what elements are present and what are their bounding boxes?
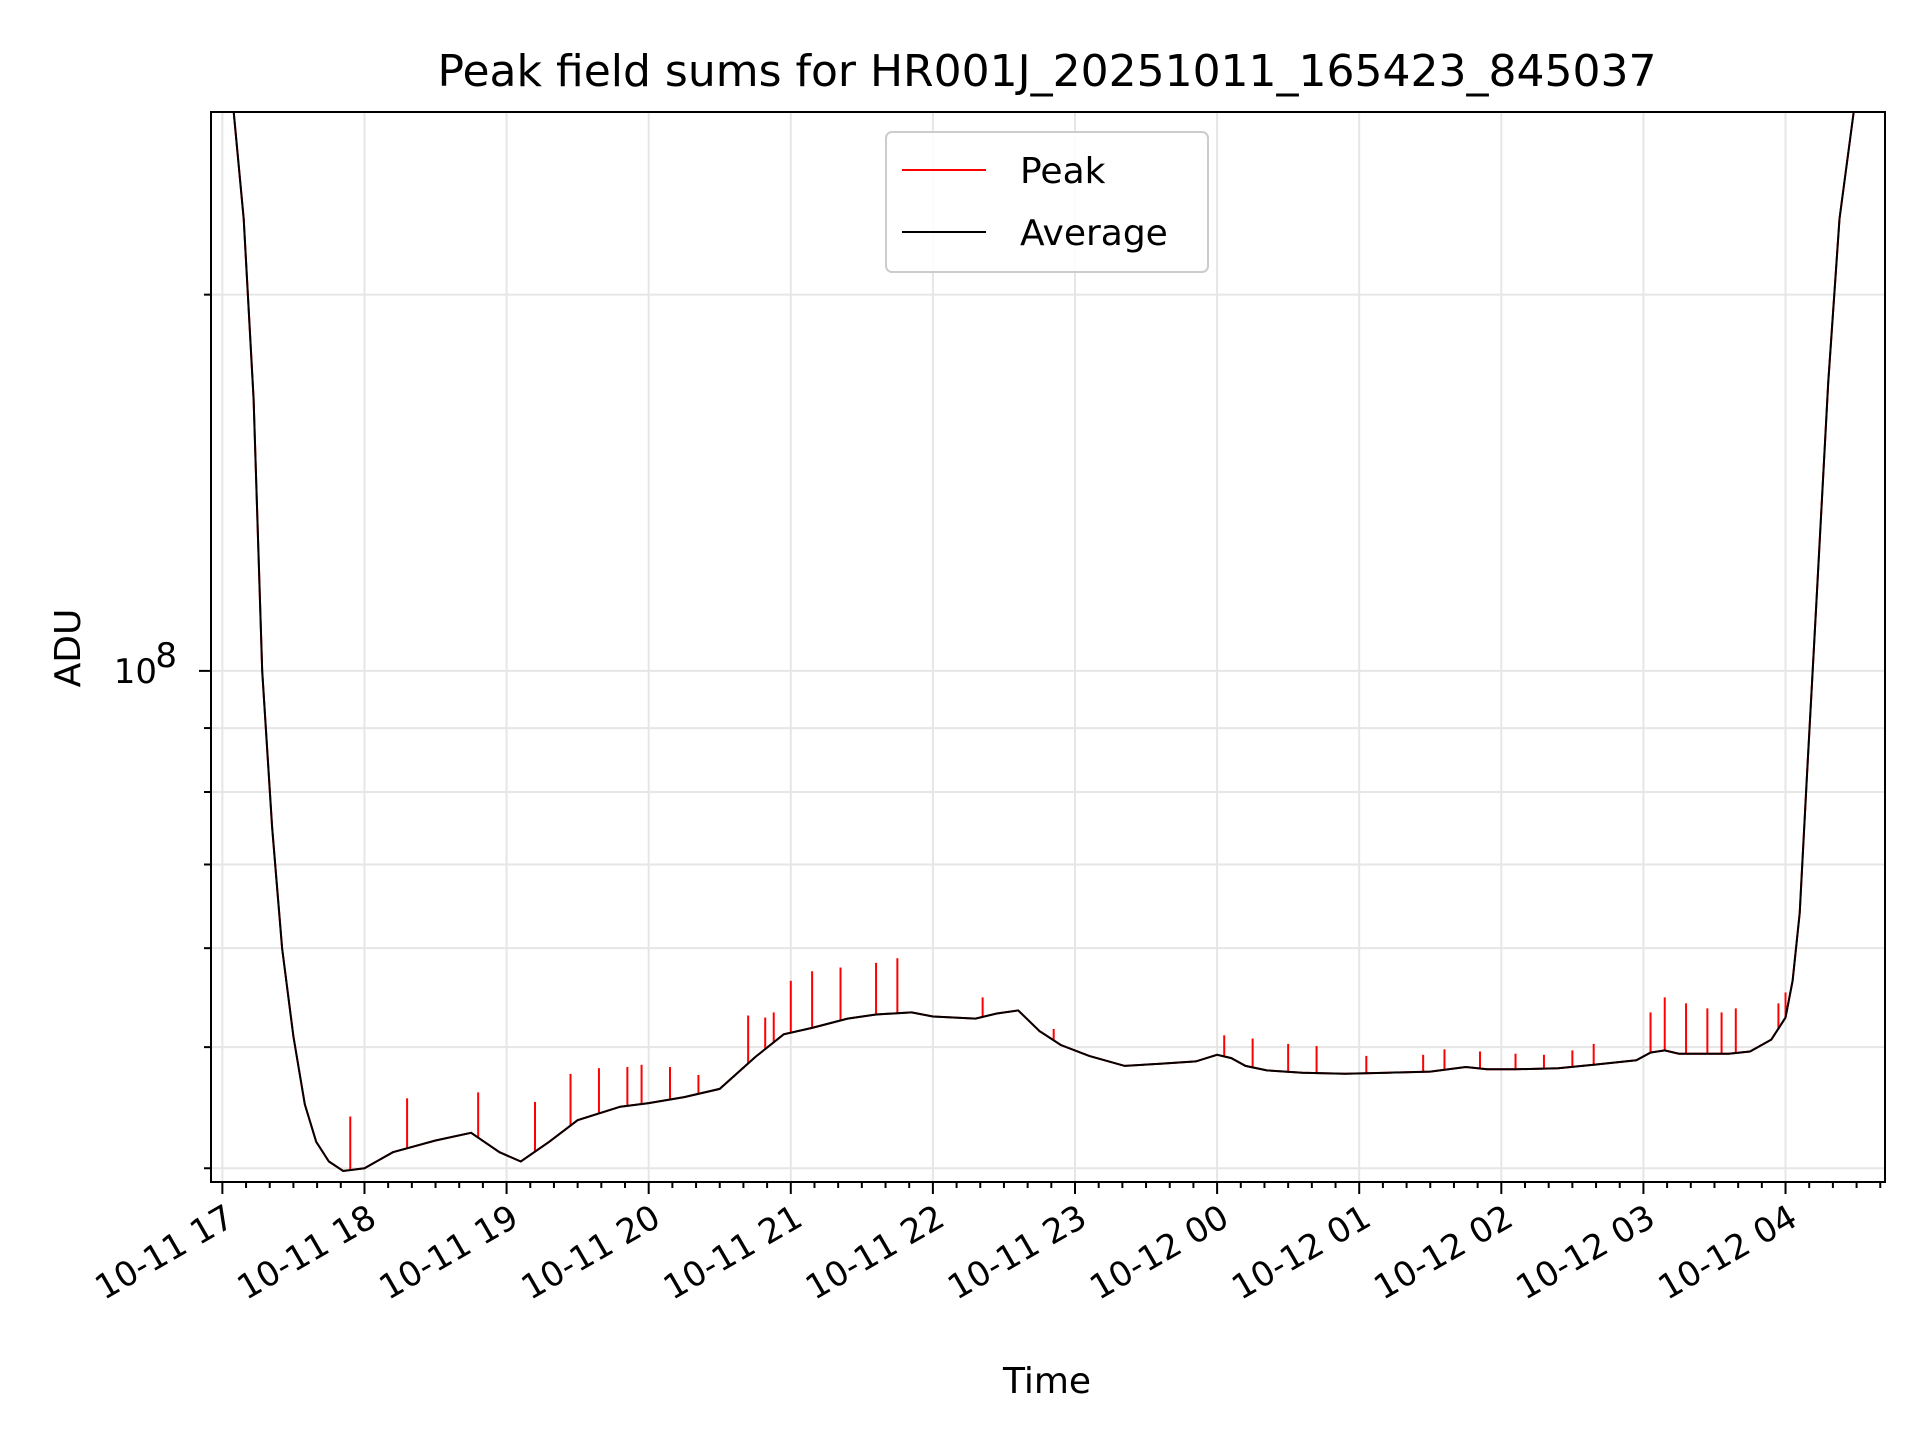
legend-peak-label: Peak <box>1020 151 1106 192</box>
legend-average-label: Average <box>1020 213 1168 254</box>
y-axis-label: ADU <box>48 609 89 688</box>
y-tick-label: 10 <box>114 652 157 692</box>
series-group <box>232 112 1867 1173</box>
grid <box>211 112 1885 1182</box>
x-axis-label: Time <box>1002 1361 1091 1402</box>
plot-frame <box>210 111 1886 1183</box>
chart-title: Peak field sums for HR001J_20251011_1654… <box>438 46 1657 97</box>
legend-box <box>885 131 1209 273</box>
legend: Peak Average <box>885 131 1209 273</box>
series-layer <box>232 112 1867 1173</box>
average-line <box>232 112 1867 1173</box>
y-tick-label-exponent: 8 <box>155 636 177 676</box>
